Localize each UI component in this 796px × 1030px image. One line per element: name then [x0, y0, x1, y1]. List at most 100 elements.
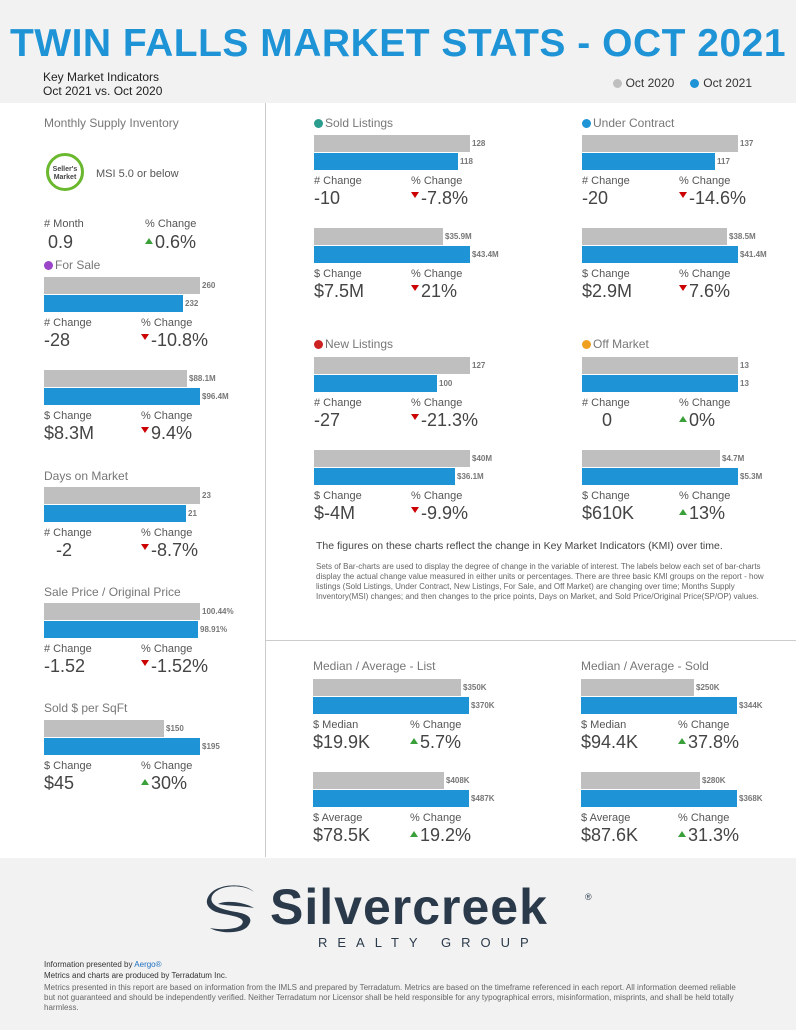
- sold-title: Sold Listings: [314, 116, 393, 130]
- section-title-text: Days on Market: [44, 469, 129, 483]
- med-list-average-value-b: 19.2%: [410, 825, 471, 846]
- under-contract-dollar-value-a: $2.9M: [582, 281, 633, 301]
- legend-curr-dot: [690, 79, 700, 88]
- under-contract-count-value-a: -20: [582, 188, 609, 208]
- med-sold-median-bar-prev: [581, 679, 694, 696]
- dom-label-a: # Change: [44, 527, 92, 539]
- sold-count-value-curr: 118: [460, 157, 473, 166]
- sp-op-value-curr: 98.91%: [200, 625, 228, 634]
- off-market-count-label-b: % Change: [679, 397, 731, 409]
- msi-value-b-text: 0.6%: [155, 232, 197, 252]
- for-sale-count-bar-prev: [44, 277, 200, 294]
- under-contract-count-value-curr: 117: [717, 157, 730, 166]
- new-listings-count-value-b: -21.3%: [411, 410, 478, 431]
- for-sale-count-label-a: # Change: [44, 317, 92, 329]
- down-arrow-icon: [411, 285, 419, 291]
- new-listings-count-value-prev: 127: [472, 361, 486, 370]
- subtitle: Key Market Indicators Oct 2021 vs. Oct 2…: [43, 70, 162, 98]
- med-list-average-label-b: % Change: [410, 812, 462, 824]
- legend-prev-dot: [612, 79, 622, 88]
- off-market-count-label-a: # Change: [582, 397, 630, 409]
- med-list-median-value-a: $19.9K: [313, 732, 371, 752]
- percent-change-text: -14.6%: [689, 188, 747, 208]
- down-arrow-icon: [679, 285, 687, 291]
- sqft-label-b: % Change: [141, 760, 193, 772]
- section-dot-icon: [582, 119, 591, 128]
- down-arrow-icon: [411, 192, 419, 198]
- msi-title: Monthly Supply Inventory: [44, 116, 179, 130]
- section-dot-icon: [582, 340, 591, 349]
- section-title-text: Median / Average - Sold: [581, 659, 709, 673]
- section-title-text: New Listings: [325, 337, 394, 351]
- dom-label-b: % Change: [141, 527, 193, 539]
- silvercreek-logo-word: Silvercreek: [270, 879, 548, 935]
- percent-change-text: 21%: [421, 281, 458, 301]
- section-title-text: Off Market: [593, 337, 649, 351]
- med-list-median-bar-curr: [313, 697, 469, 714]
- off-market-count-value-curr: 13: [740, 379, 749, 388]
- percent-change-text: -1.52%: [151, 656, 209, 676]
- off-market-dollar-value-prev: $4.7M: [722, 454, 745, 463]
- sold-dollar-value-curr: $43.4M: [472, 250, 499, 259]
- aergo-link[interactable]: Aergo®: [134, 960, 162, 969]
- new-listings-title: New Listings: [314, 337, 393, 351]
- presented-by-text: Information presented by: [44, 960, 133, 969]
- off-market-count-value-prev: 13: [740, 361, 749, 370]
- new-listings-count-label-b: % Change: [411, 397, 463, 409]
- med-list-average-label-a: $ Average: [313, 812, 363, 824]
- section-title-text: Sold $ per SqFt: [44, 701, 128, 715]
- new-listings-count-label-a: # Change: [314, 397, 362, 409]
- med-sold-average-bar-curr: [581, 790, 737, 807]
- section-title-text: Under Contract: [593, 116, 675, 130]
- logo-registered-mark: ®: [585, 892, 592, 902]
- dom-bar-prev: [44, 487, 200, 504]
- new-listings-count-value-a: -27: [314, 410, 341, 430]
- sold-dollar-bar-prev: [314, 228, 443, 245]
- med-sold-average-label-b: % Change: [678, 812, 730, 824]
- med-sold-average-value-a: $87.6K: [581, 825, 639, 845]
- sqft-bar-curr: [44, 738, 200, 755]
- sqft-value-curr: $195: [202, 742, 220, 751]
- up-arrow-icon: [410, 738, 418, 744]
- sqft-label-a: $ Change: [44, 760, 92, 772]
- vertical-divider: [265, 103, 266, 857]
- sp-op-bar-curr: [44, 621, 198, 638]
- percent-change-text: 5.7%: [420, 732, 462, 752]
- for-sale-dollar-bar-prev: [44, 370, 187, 387]
- up-arrow-icon: [679, 416, 687, 422]
- under-contract-count-bar-curr: [582, 153, 715, 170]
- sold-dollar-value-prev: $35.9M: [445, 232, 472, 241]
- under-contract-dollar-value-prev: $38.5M: [729, 232, 756, 241]
- new-listings-dollar-value-a: $-4M: [314, 503, 356, 523]
- off-market-count-value-b: 0%: [679, 410, 715, 431]
- for-sale-title: For Sale: [44, 258, 100, 272]
- badge-line-1: Seller's: [52, 166, 78, 173]
- med-sold-median-label-b: % Change: [678, 719, 730, 731]
- up-arrow-icon: [141, 779, 149, 785]
- new-listings-dollar-label-b: % Change: [411, 490, 463, 502]
- med-sold-average-bar-prev: [581, 772, 700, 789]
- msi-label-a: # Month: [44, 218, 84, 230]
- percent-change-text: 7.6%: [689, 281, 731, 301]
- percent-change-text: 31.3%: [688, 825, 740, 845]
- med-sold-median-value-b: 37.8%: [678, 732, 739, 753]
- new-listings-count-value-curr: 100: [439, 379, 453, 388]
- for-sale-count-value-a: -28: [44, 330, 71, 350]
- med-list-average-bar-curr: [313, 790, 469, 807]
- new-listings-dollar-value-prev: $40M: [472, 454, 493, 463]
- sold-count-label-b: % Change: [411, 175, 463, 187]
- med-list-average-value-prev: $408K: [446, 776, 470, 785]
- percent-change-text: -21.3%: [421, 410, 479, 430]
- dom-bar-curr: [44, 505, 186, 522]
- new-listings-dollar-value-curr: $36.1M: [457, 472, 484, 481]
- for-sale-dollar-value-prev: $88.1M: [189, 374, 216, 383]
- med-sold-average-value-b: 31.3%: [678, 825, 739, 846]
- section-title-text: Sale Price / Original Price: [44, 585, 181, 599]
- under-contract-dollar-value-b: 7.6%: [679, 281, 730, 302]
- for-sale-dollar-label-b: % Change: [141, 410, 193, 422]
- legend: Oct 2020 Oct 2021: [612, 76, 752, 90]
- under-contract-count-label-b: % Change: [679, 175, 731, 187]
- for-sale-dollar-value-b: 9.4%: [141, 423, 192, 444]
- legend-curr-label: Oct 2021: [703, 76, 752, 90]
